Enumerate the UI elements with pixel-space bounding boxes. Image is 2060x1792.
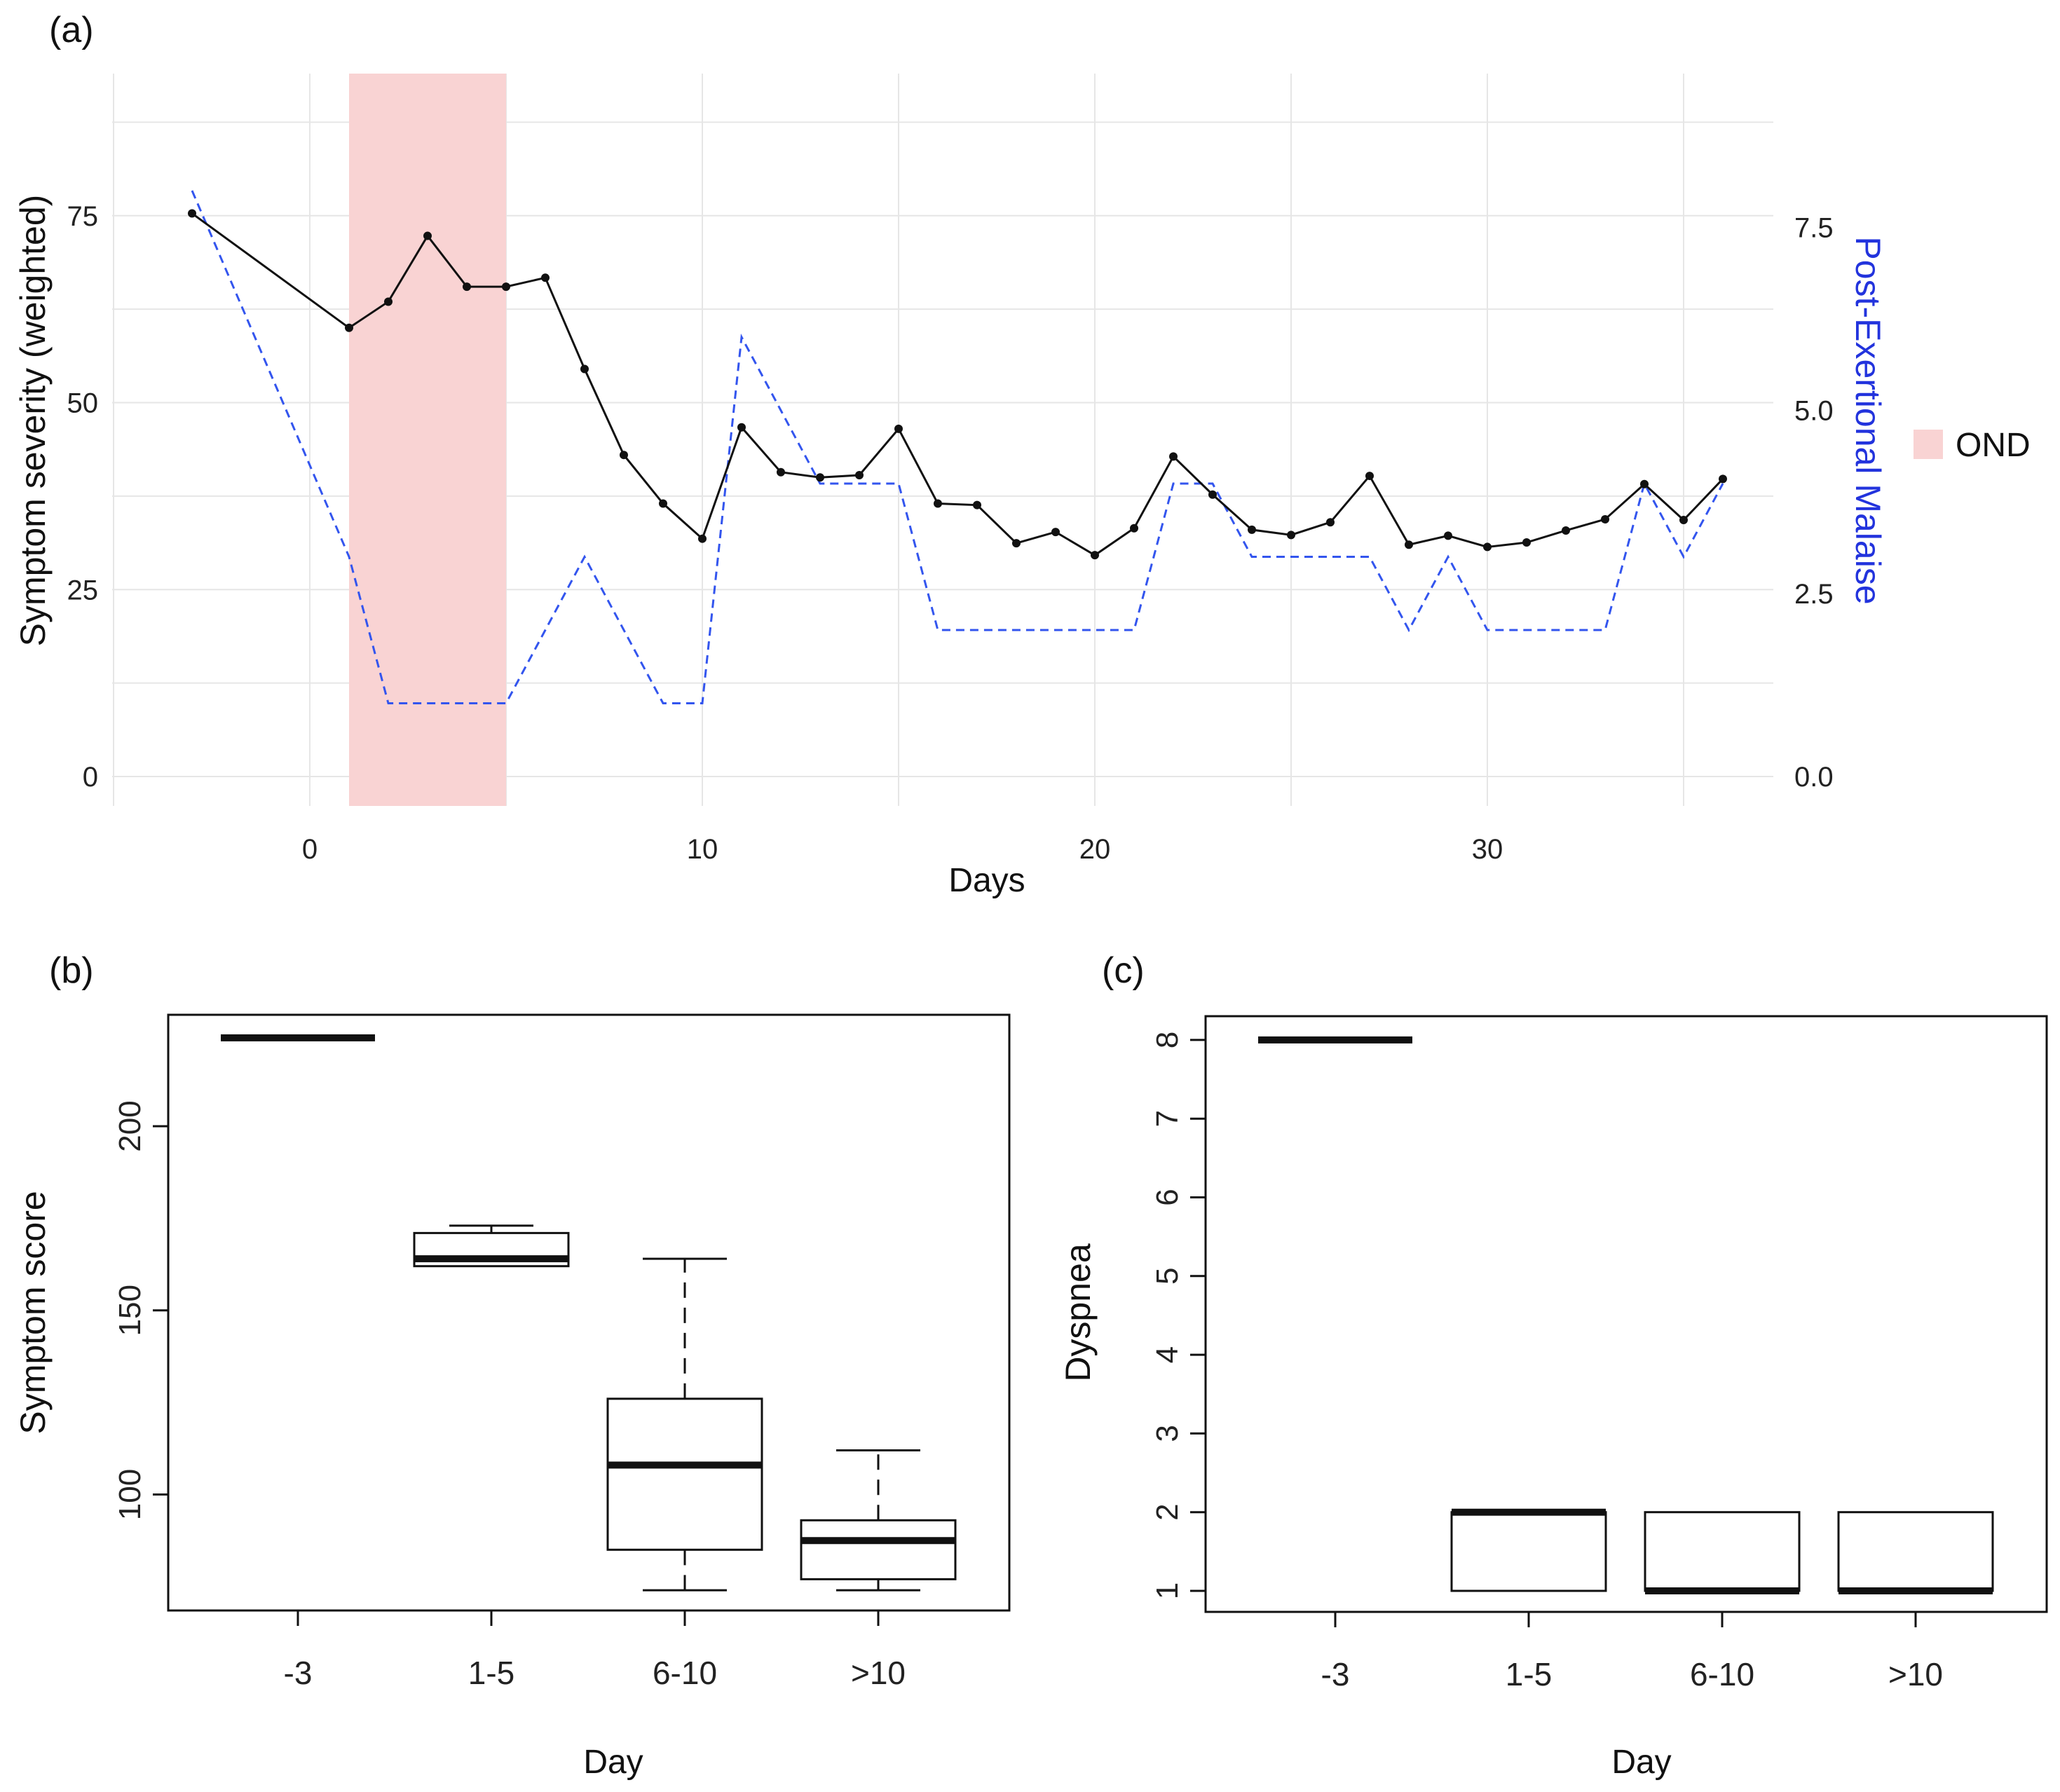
y-tick-label: 8 bbox=[1150, 1032, 1185, 1048]
y2-tick-label: 5.0 bbox=[1794, 396, 1834, 427]
severity-point bbox=[1719, 474, 1727, 484]
severity-point bbox=[1012, 539, 1021, 548]
panel-c-x-axis-label: Day bbox=[1611, 1744, 1671, 1781]
x-tick-label: 6-10 bbox=[1690, 1656, 1754, 1692]
legend-ond-swatch bbox=[1914, 430, 1943, 459]
severity-point bbox=[973, 500, 981, 509]
severity-point bbox=[777, 467, 785, 477]
severity-point bbox=[1483, 542, 1492, 552]
x-tick-label: -3 bbox=[1321, 1656, 1350, 1692]
severity-point bbox=[1130, 524, 1138, 533]
panel-b-boxes bbox=[221, 1034, 957, 1592]
severity-point bbox=[1640, 479, 1649, 488]
panel-a-ticks: 0 10 20 30 0 25 50 75 0.0 2.5 5.0 7.5 bbox=[67, 201, 1834, 865]
panel-b-ticks: -3 1-5 6-10 >10 100 150 200 bbox=[113, 1100, 906, 1691]
y2-tick-label: 0.0 bbox=[1794, 762, 1834, 793]
severity-point bbox=[345, 323, 353, 332]
severity-point bbox=[1679, 516, 1688, 525]
y-tick-label: 3 bbox=[1150, 1425, 1185, 1442]
y-tick-label: 0 bbox=[83, 762, 98, 793]
x-tick-label: 30 bbox=[1472, 834, 1503, 865]
x-tick-label: 1-5 bbox=[468, 1655, 514, 1691]
y-tick-label: 4 bbox=[1150, 1346, 1185, 1363]
panel-c-frame bbox=[1204, 1015, 2048, 1613]
severity-point bbox=[1562, 526, 1570, 535]
panel-c-label: (c) bbox=[1102, 950, 1145, 991]
severity-point bbox=[1208, 490, 1217, 499]
y-tick-label: 50 bbox=[67, 388, 99, 419]
x-tick-label: 0 bbox=[302, 834, 318, 865]
x-tick-label: 20 bbox=[1079, 834, 1111, 865]
severity-point bbox=[816, 473, 824, 482]
x-tick-label: -3 bbox=[284, 1655, 313, 1691]
severity-point bbox=[894, 424, 903, 433]
y-tick-label: 100 bbox=[113, 1469, 147, 1520]
box-iqr bbox=[1450, 1511, 1607, 1592]
severity-point bbox=[1522, 538, 1531, 547]
y-tick-label: 75 bbox=[67, 201, 99, 232]
ond-shaded-region bbox=[349, 74, 506, 806]
severity-point bbox=[1248, 525, 1256, 534]
box-iqr bbox=[606, 1397, 763, 1551]
panel-a: (a) 0 10 20 30 0 25 50 75 0.0 2.5 5.0 7.5 Days Symp… bbox=[13, 10, 2031, 899]
panel-a-right-axis-label: Post-Exertional Malaise bbox=[1848, 236, 1888, 604]
y2-tick-label: 2.5 bbox=[1794, 579, 1834, 610]
y-tick-label: 2 bbox=[1150, 1503, 1185, 1520]
severity-point bbox=[188, 209, 196, 218]
severity-point bbox=[1444, 531, 1452, 540]
y-tick-label: 5 bbox=[1150, 1268, 1185, 1285]
x-tick-label: 1-5 bbox=[1506, 1656, 1552, 1692]
pem-series-line bbox=[191, 190, 1724, 704]
severity-point bbox=[1169, 452, 1178, 461]
panel-b-frame bbox=[167, 1013, 1011, 1612]
y-tick-label: 25 bbox=[67, 575, 99, 606]
panel-a-x-axis-label: Days bbox=[948, 862, 1025, 899]
panel-c-boxes bbox=[1258, 1036, 1994, 1594]
y-tick-label: 7 bbox=[1150, 1110, 1185, 1127]
panel-b: (b) -3 1-5 6-10 >10 100 150 200 Day Symptom sc… bbox=[13, 950, 1011, 1781]
severity-point bbox=[698, 534, 707, 543]
legend-ond-label: OND bbox=[1956, 427, 2031, 464]
severity-point bbox=[541, 273, 550, 282]
panel-b-label: (b) bbox=[49, 950, 94, 991]
severity-point bbox=[659, 499, 667, 508]
y2-tick-label: 7.5 bbox=[1794, 212, 1834, 243]
panel-b-x-axis-label: Day bbox=[583, 1744, 643, 1781]
severity-point bbox=[1091, 551, 1099, 560]
severity-point bbox=[1405, 540, 1413, 549]
box-iqr bbox=[1644, 1511, 1801, 1592]
panel-b-y-axis-label: Symptom score bbox=[13, 1191, 53, 1434]
x-tick-label: >10 bbox=[851, 1655, 906, 1691]
x-tick-label: 10 bbox=[687, 834, 718, 865]
x-tick-label: 6-10 bbox=[653, 1655, 717, 1691]
x-tick-label: >10 bbox=[1888, 1656, 1943, 1692]
severity-point bbox=[463, 282, 471, 292]
y-tick-label: 150 bbox=[113, 1285, 147, 1336]
severity-point bbox=[1287, 531, 1295, 540]
severity-point bbox=[580, 364, 589, 374]
panel-a-label: (a) bbox=[49, 10, 94, 50]
panel-a-series bbox=[188, 190, 1727, 704]
severity-point bbox=[502, 282, 510, 292]
severity-point bbox=[1365, 472, 1374, 481]
severity-point bbox=[855, 470, 864, 479]
severity-point bbox=[423, 231, 432, 240]
y-tick-label: 6 bbox=[1150, 1189, 1185, 1205]
box-iqr bbox=[800, 1519, 957, 1580]
y-tick-label: 200 bbox=[113, 1100, 147, 1151]
severity-point bbox=[384, 297, 393, 306]
box-iqr bbox=[1837, 1511, 1994, 1592]
severity-point bbox=[1326, 518, 1335, 527]
severity-point bbox=[1601, 514, 1609, 524]
panel-c-ticks: -3 1-5 6-10 >10 1 2 3 4 5 6 7 8 bbox=[1150, 1032, 1943, 1692]
panel-a-y-axis-label: Symptom severity (weighted) bbox=[13, 195, 53, 647]
severity-point bbox=[934, 499, 942, 508]
panel-c: (c) -3 1-5 6-10 >10 1 2 3 4 5 6 7 8 Day Dyspnea bbox=[1058, 950, 2048, 1781]
y-tick-label: 1 bbox=[1150, 1582, 1185, 1599]
severity-point bbox=[620, 451, 628, 460]
severity-point bbox=[1051, 528, 1060, 537]
severity-point bbox=[737, 423, 746, 432]
panel-c-y-axis-label: Dyspnea bbox=[1058, 1243, 1098, 1382]
